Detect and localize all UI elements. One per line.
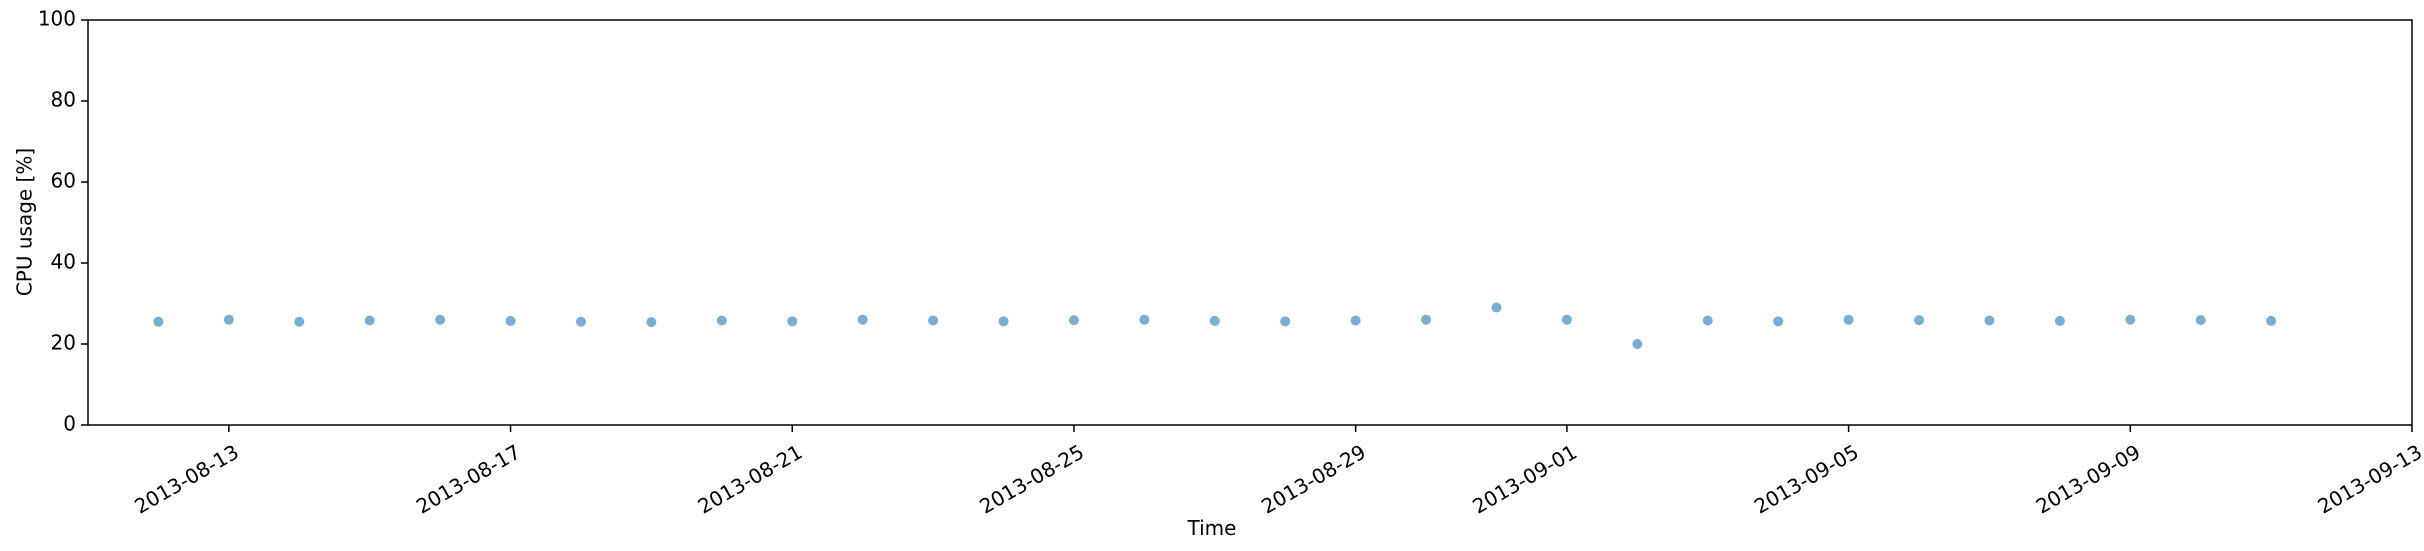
point xyxy=(1491,302,1502,313)
point xyxy=(1702,315,1713,326)
x-tick-label: 2013-08-29 xyxy=(1257,440,1370,519)
point xyxy=(294,316,305,327)
point xyxy=(1914,315,1925,326)
point xyxy=(928,315,939,326)
point xyxy=(2054,315,2065,326)
point xyxy=(1139,314,1150,325)
y-tick-label: 40 xyxy=(51,250,76,274)
point xyxy=(1632,339,1643,349)
point xyxy=(1421,314,1432,325)
x-tick-label: 2013-08-13 xyxy=(130,440,243,519)
y-tick-label: 100 xyxy=(38,7,76,31)
point xyxy=(1561,314,1572,325)
point xyxy=(1068,315,1079,326)
point xyxy=(435,314,446,325)
point xyxy=(1773,316,1784,327)
point xyxy=(1843,314,1854,325)
point xyxy=(364,315,375,326)
point xyxy=(1350,315,1361,326)
point xyxy=(2195,315,2206,326)
point xyxy=(716,315,727,326)
point xyxy=(857,314,868,325)
y-tick-label: 80 xyxy=(51,88,76,112)
point xyxy=(1984,315,1995,326)
x-tick-label: 2013-09-13 xyxy=(2313,440,2424,519)
y-tick-label: 60 xyxy=(51,169,76,193)
point xyxy=(998,316,1009,327)
point xyxy=(1209,315,1220,326)
x-tick-label: 2013-09-01 xyxy=(1468,440,1581,519)
point xyxy=(505,315,516,326)
y-tick-label: 0 xyxy=(63,412,76,436)
y-axis-label: CPU usage [%] xyxy=(13,148,37,296)
x-tick-label: 2013-09-05 xyxy=(1750,440,1863,519)
x-tick-label: 2013-08-17 xyxy=(412,440,525,519)
point xyxy=(575,316,586,327)
point xyxy=(2266,315,2277,326)
x-tick-label: 2013-08-25 xyxy=(975,440,1088,519)
x-tick-label: 2013-08-21 xyxy=(694,440,807,519)
x-axis-label: Time xyxy=(1187,516,1237,540)
point xyxy=(787,316,798,327)
x-tick-label: 2013-09-09 xyxy=(2032,440,2145,519)
y-tick-label: 20 xyxy=(51,331,76,355)
point xyxy=(646,317,657,328)
point xyxy=(153,316,164,327)
point xyxy=(2125,314,2136,325)
plot-frame xyxy=(87,19,2413,426)
point xyxy=(223,314,234,325)
point xyxy=(1280,316,1291,327)
